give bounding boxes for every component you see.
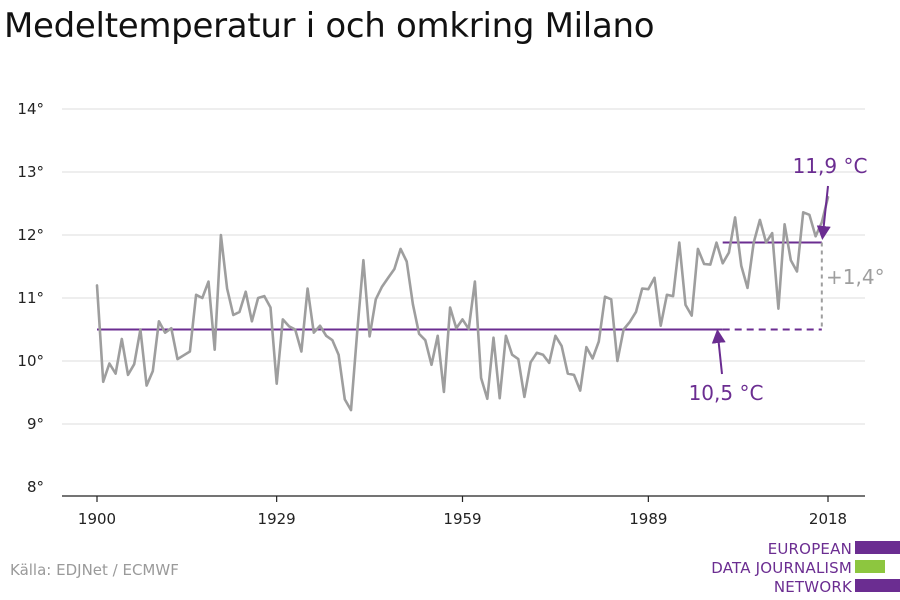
logo-bar-purple-bottom xyxy=(855,579,900,592)
annotation-arrow-bottom xyxy=(711,329,726,375)
annotation-arrow-top xyxy=(816,185,831,240)
y-tick-label: 13° xyxy=(17,163,44,181)
logo-line-1: EUROPEAN xyxy=(767,540,852,558)
annotation-delta-value: +1,4° xyxy=(826,265,885,289)
y-tick-label: 14° xyxy=(17,100,44,118)
y-tick-label: 9° xyxy=(27,415,44,433)
y-tick-label: 8° xyxy=(27,478,44,496)
annotation-baseline-value: 10,5 °C xyxy=(689,381,764,405)
edjnet-logo: EUROPEAN DATA JOURNALISM NETWORK xyxy=(700,540,900,600)
source-credit: Källa: EDJNet / ECMWF xyxy=(10,561,179,579)
y-tick-label: 10° xyxy=(17,352,44,370)
annotation-end-value: 11,9 °C xyxy=(793,154,868,178)
logo-bar-green xyxy=(855,560,885,573)
temperature-series-line xyxy=(95,195,830,412)
y-tick-label: 11° xyxy=(17,289,44,307)
logo-bar-purple-top xyxy=(855,541,900,554)
x-tick-label: 2018 xyxy=(809,510,847,528)
x-tick-label: 1959 xyxy=(443,510,481,528)
line-chart: 8° 9° 10° 11° 12° 13° 14° 1900 1929 1959 1989 2018 1… xyxy=(17,100,885,528)
logo-line-2: DATA JOURNALISM xyxy=(711,559,852,577)
logo-line-3: NETWORK xyxy=(773,578,852,596)
x-tick-label: 1989 xyxy=(629,510,667,528)
page-title: Medeltemperatur i och omkring Milano xyxy=(4,6,655,46)
y-tick-label: 12° xyxy=(17,226,44,244)
x-tick-label: 1929 xyxy=(258,510,296,528)
x-tick-label: 1900 xyxy=(78,510,116,528)
